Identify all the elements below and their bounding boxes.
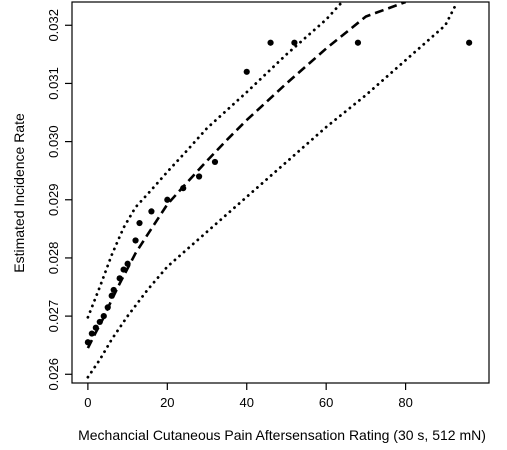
data-point <box>136 219 143 227</box>
x-tick-label: 40 <box>240 395 254 410</box>
x-tick-label: 0 <box>84 395 91 410</box>
x-axis-label: Mechancial Cutaneous Pain Aftersensation… <box>78 427 486 443</box>
y-axis-label: Estimated Incidence Rate <box>11 113 27 273</box>
data-point <box>211 158 219 166</box>
data-point <box>243 68 250 75</box>
data-point <box>267 39 274 46</box>
upper-ci-line <box>86 2 344 319</box>
x-tick-label: 60 <box>319 395 333 410</box>
y-tick-label: 0.032 <box>46 9 61 42</box>
data-point <box>148 208 155 215</box>
plot-frame <box>71 1 490 384</box>
plot-area <box>84 2 473 379</box>
y-axis: 0.026 0.027 0.028 0.029 0.030 0.031 0.032 <box>46 9 72 391</box>
data-point <box>291 39 298 46</box>
data-point <box>466 39 473 46</box>
x-tick-label: 80 <box>398 395 412 410</box>
data-point <box>354 39 362 46</box>
data-point <box>164 196 171 203</box>
data-point <box>132 237 139 244</box>
x-axis: 0 20 40 60 80 <box>84 383 413 410</box>
y-tick-label: 0.026 <box>46 358 61 391</box>
y-tick-label: 0.031 <box>46 67 61 100</box>
y-tick-label: 0.030 <box>46 125 61 158</box>
y-tick-label: 0.029 <box>46 183 61 216</box>
y-tick-label: 0.028 <box>46 242 61 275</box>
y-tick-label: 0.027 <box>46 300 61 333</box>
fitted-line <box>86 2 407 349</box>
x-tick-label: 20 <box>160 395 174 410</box>
data-point <box>195 173 203 180</box>
lower-ci-line <box>86 2 459 379</box>
